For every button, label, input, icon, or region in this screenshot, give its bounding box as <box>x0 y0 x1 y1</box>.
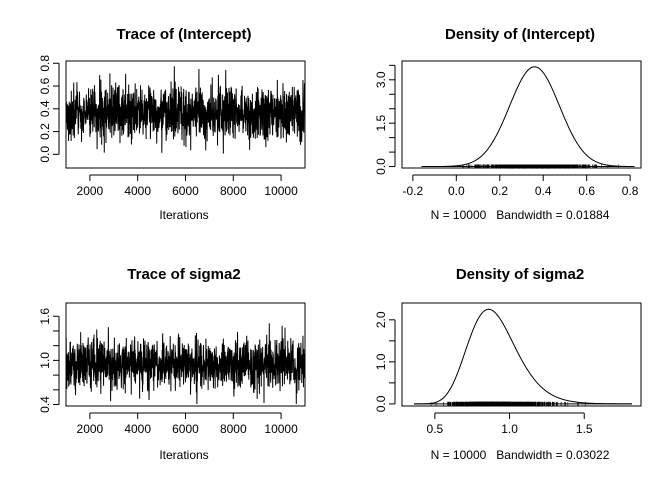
x-tick-label: 10000 <box>264 184 298 198</box>
y-tick-label: 1.5 <box>374 115 388 132</box>
x-tick-label: 0.4 <box>535 184 552 198</box>
y-tick-label: 2.0 <box>374 311 388 328</box>
trace-intercept-title: Trace of (Intercept) <box>116 26 251 43</box>
trace-sigma2-panel: Trace of sigma2 Iterations 2000 4000 6000 8… <box>38 266 306 462</box>
density-sigma2-xlabel: N = 10000 Bandwidth = 0.03022 <box>431 448 610 462</box>
y-tick-label: 0.0 <box>374 395 388 412</box>
x-tick-label: 1.0 <box>501 422 518 436</box>
density-intercept-xlabel: N = 10000 Bandwidth = 0.01884 <box>431 208 610 222</box>
x-tick-label: 10000 <box>264 422 298 436</box>
x-tick-label: 2000 <box>77 184 104 198</box>
y-tick-label: 0.0 <box>38 146 52 163</box>
density-sigma2-panel: Density of sigma2 N = 10000 Bandwidth = … <box>374 266 642 462</box>
trace-series-line <box>65 323 306 404</box>
y-tick-label: 0.6 <box>38 77 52 94</box>
plot-frame <box>401 302 642 407</box>
x-tick-label: 6000 <box>172 422 199 436</box>
y-tick-label: 1.0 <box>374 353 388 370</box>
density-curve <box>413 308 633 405</box>
plot-frame <box>401 60 642 169</box>
y-tick-label: 3.0 <box>374 71 388 88</box>
x-tick-label: 0.6 <box>578 184 595 198</box>
density-curve <box>421 66 635 168</box>
x-tick-label: 0.0 <box>448 184 465 198</box>
x-tick-label: 0.8 <box>622 184 639 198</box>
trace-intercept-panel: Trace of (Intercept) Iterations 2000 4000… <box>38 26 306 222</box>
x-tick-label: 4000 <box>124 422 151 436</box>
x-tick-label: 2000 <box>77 422 104 436</box>
density-intercept-title: Density of (Intercept) <box>445 26 595 43</box>
x-tick-label: 8000 <box>220 184 247 198</box>
y-tick-label: 0.4 <box>38 100 52 117</box>
y-tick-label: 0.8 <box>38 55 52 72</box>
y-tick-label: 1.0 <box>38 352 52 369</box>
y-tick-label: 0.0 <box>374 158 388 175</box>
x-tick-label: 0.2 <box>491 184 508 198</box>
x-tick-label: 0.5 <box>427 422 444 436</box>
x-tick-label: 1.5 <box>576 422 593 436</box>
y-tick-label: 0.2 <box>38 123 52 140</box>
x-tick-label: 8000 <box>220 422 247 436</box>
x-tick-label: 4000 <box>124 184 151 198</box>
density-intercept-panel: Density of (Intercept) N = 10000 Bandwid… <box>374 26 642 222</box>
y-tick-label: 0.4 <box>38 396 52 413</box>
trace-series-line <box>65 66 306 154</box>
trace-intercept-xlabel: Iterations <box>159 208 208 222</box>
x-tick-label: 6000 <box>172 184 199 198</box>
x-tick-label: -0.2 <box>403 184 424 198</box>
density-sigma2-title: Density of sigma2 <box>456 266 584 283</box>
trace-sigma2-title: Trace of sigma2 <box>127 266 240 283</box>
y-tick-label: 1.6 <box>38 308 52 325</box>
trace-sigma2-xlabel: Iterations <box>159 448 208 462</box>
